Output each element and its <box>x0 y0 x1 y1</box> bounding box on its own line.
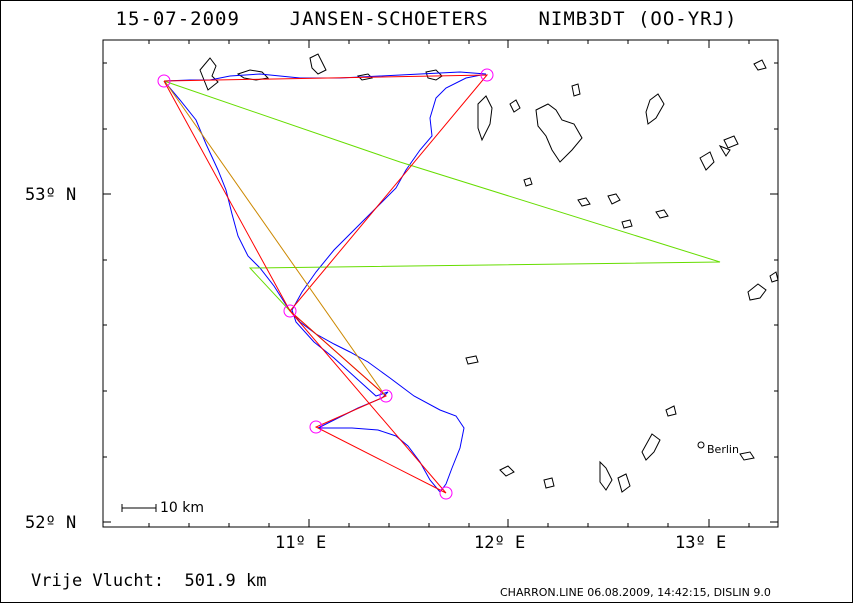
plot-area <box>102 39 779 528</box>
axis-ticks <box>103 40 778 527</box>
task-line <box>163 74 489 494</box>
turnpoint-2 <box>283 304 297 318</box>
distance-label: Vrije Vlucht: <box>31 571 165 591</box>
city-marker-icon <box>697 441 705 449</box>
y-tick-53n: 53º N <box>25 185 77 205</box>
scale-bar <box>121 504 157 512</box>
x-tick-11e: 11º E <box>275 533 327 553</box>
turnpoint-5 <box>439 486 453 500</box>
city-label: Berlin <box>707 443 739 456</box>
pilot-name: JANSEN-SCHOETERS <box>289 8 489 30</box>
scale-bar-label: 10 km <box>160 500 205 516</box>
turnpoint-start <box>157 74 171 88</box>
flight-track <box>163 71 487 493</box>
aircraft-id: NIMB3DT (OO-YRJ) <box>538 8 738 30</box>
x-tick-13e: 13º E <box>675 533 727 553</box>
lake-outlines <box>199 53 779 493</box>
turnpoint-4 <box>309 420 323 434</box>
distance-value: 501.9 km <box>184 571 267 591</box>
turnpoint-markers <box>157 68 494 500</box>
distance-readout: Vrije Vlucht: 501.9 km <box>31 571 266 591</box>
flight-date: 15-07-2009 <box>115 8 240 30</box>
flight-title: 15-07-2009 JANSEN-SCHOETERS NIMB3DT (OO-… <box>0 8 853 30</box>
turnpoint-1 <box>480 68 494 82</box>
y-tick-52n: 52º N <box>25 513 77 533</box>
footer-info: CHARRON.LINE 06.08.2009, 14:42:15, DISLI… <box>500 586 771 599</box>
task-leg-overlap <box>165 82 385 395</box>
x-tick-12e: 12º E <box>474 533 526 553</box>
turnpoint-3 <box>379 389 393 403</box>
